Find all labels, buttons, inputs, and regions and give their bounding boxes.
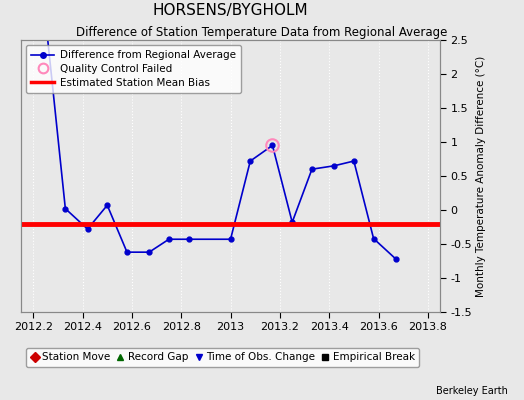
Legend: Station Move, Record Gap, Time of Obs. Change, Empirical Break: Station Move, Record Gap, Time of Obs. C… bbox=[26, 348, 419, 367]
Text: Berkeley Earth: Berkeley Earth bbox=[436, 386, 508, 396]
Text: Difference of Station Temperature Data from Regional Average: Difference of Station Temperature Data f… bbox=[77, 26, 447, 39]
Y-axis label: Monthly Temperature Anomaly Difference (°C): Monthly Temperature Anomaly Difference (… bbox=[476, 55, 486, 297]
Title: HORSENS/BYGHOLM: HORSENS/BYGHOLM bbox=[153, 3, 308, 18]
